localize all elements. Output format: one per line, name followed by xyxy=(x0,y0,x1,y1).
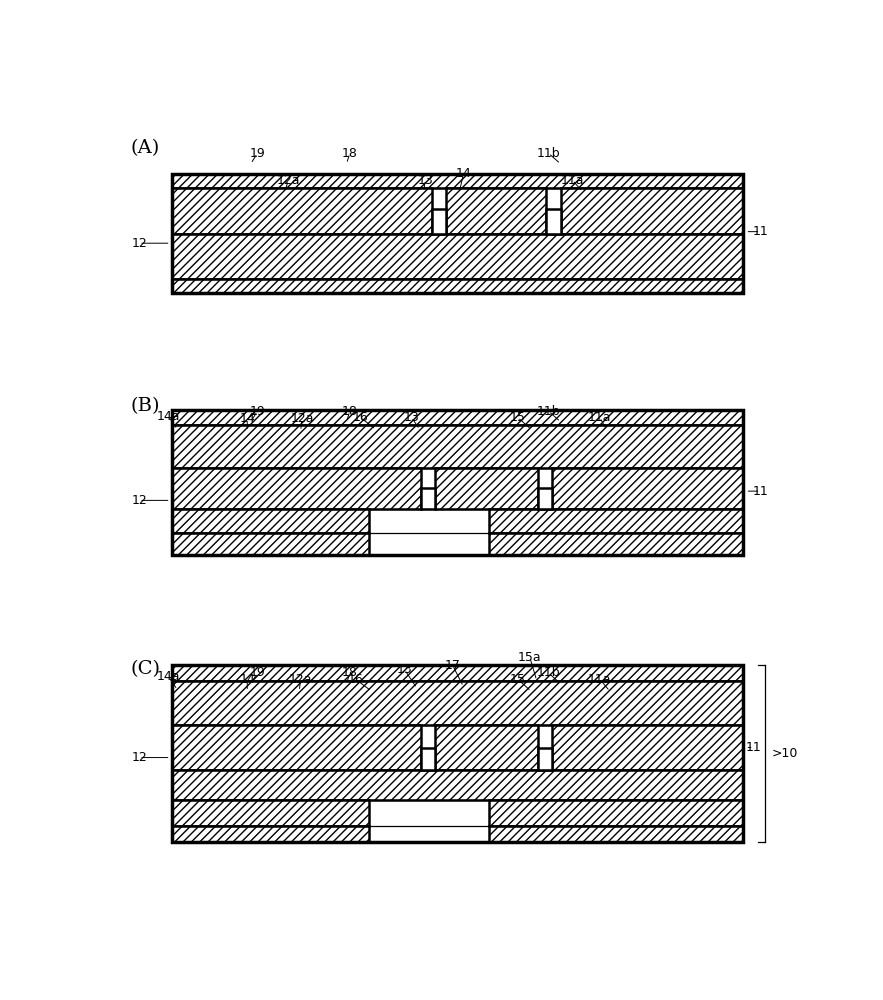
Text: (A): (A) xyxy=(131,139,160,157)
Bar xyxy=(172,468,420,509)
Text: 11: 11 xyxy=(752,225,768,238)
Text: 13: 13 xyxy=(396,663,412,676)
Text: 11b: 11b xyxy=(537,666,560,679)
Text: 12: 12 xyxy=(132,494,147,507)
Bar xyxy=(561,188,743,234)
Bar xyxy=(434,468,538,509)
Text: 12a: 12a xyxy=(291,412,313,425)
Bar xyxy=(420,488,434,509)
Text: 11a: 11a xyxy=(588,411,611,424)
Bar xyxy=(420,748,434,770)
Text: 11b: 11b xyxy=(537,405,560,418)
Bar xyxy=(538,748,552,770)
Bar xyxy=(172,509,369,533)
Bar xyxy=(172,770,743,800)
Text: 12: 12 xyxy=(132,237,147,250)
Text: 15a: 15a xyxy=(518,651,541,664)
Text: 18: 18 xyxy=(342,147,358,160)
Bar xyxy=(172,665,743,842)
Text: 15: 15 xyxy=(509,411,525,424)
Text: 19: 19 xyxy=(250,666,266,679)
Bar xyxy=(552,725,743,770)
Text: 14: 14 xyxy=(239,673,255,686)
Text: 16: 16 xyxy=(352,411,368,424)
Text: 16: 16 xyxy=(348,673,363,686)
Text: 14: 14 xyxy=(456,167,472,180)
Bar xyxy=(172,681,743,725)
Text: 14: 14 xyxy=(239,412,255,425)
Bar xyxy=(172,800,369,826)
Bar xyxy=(547,209,561,234)
Text: 11a: 11a xyxy=(588,673,611,686)
Bar xyxy=(172,234,743,279)
Bar xyxy=(172,665,743,681)
Bar xyxy=(172,533,369,555)
Text: 11: 11 xyxy=(746,741,761,754)
Text: 12: 12 xyxy=(132,751,147,764)
Bar xyxy=(434,725,538,770)
Bar xyxy=(552,468,743,509)
Text: 14a: 14a xyxy=(157,410,180,423)
Bar xyxy=(172,410,743,555)
Text: 19: 19 xyxy=(250,405,266,418)
Bar xyxy=(489,800,743,826)
Bar xyxy=(489,826,743,842)
Text: 19: 19 xyxy=(250,147,266,160)
Bar xyxy=(538,488,552,509)
Bar xyxy=(172,174,743,188)
Text: 12a: 12a xyxy=(289,673,313,686)
Text: 11a: 11a xyxy=(561,174,584,187)
Bar xyxy=(432,209,446,234)
Bar xyxy=(172,725,420,770)
Text: >10: >10 xyxy=(772,747,798,760)
Bar xyxy=(172,188,432,234)
Text: 18: 18 xyxy=(342,405,358,418)
Text: 18: 18 xyxy=(342,666,358,679)
Text: (C): (C) xyxy=(131,661,161,679)
Text: 13: 13 xyxy=(404,411,419,424)
Text: 15: 15 xyxy=(509,673,525,686)
Bar xyxy=(172,279,743,293)
Text: 13: 13 xyxy=(418,174,433,187)
Bar xyxy=(489,509,743,533)
Bar xyxy=(446,188,547,234)
Bar xyxy=(172,410,743,425)
Bar xyxy=(172,425,743,468)
Bar xyxy=(172,174,743,293)
Text: 17: 17 xyxy=(445,659,460,672)
Bar xyxy=(172,826,369,842)
Text: (B): (B) xyxy=(131,397,161,415)
Text: 12a: 12a xyxy=(276,174,300,187)
Text: 11: 11 xyxy=(752,485,768,498)
Text: 11b: 11b xyxy=(537,147,560,160)
Text: 14a: 14a xyxy=(157,670,180,683)
Bar xyxy=(489,533,743,555)
